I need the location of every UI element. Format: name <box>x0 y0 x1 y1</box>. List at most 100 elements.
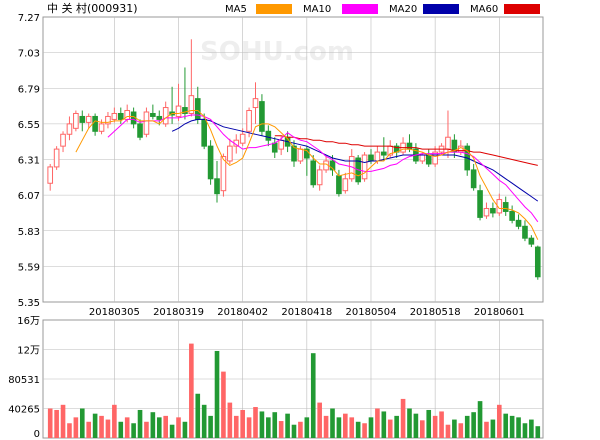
volume-bar <box>317 402 322 438</box>
volume-bar <box>253 407 258 438</box>
volume-bar <box>201 404 207 438</box>
volume-bar <box>67 423 72 438</box>
legend-swatch-ma10 <box>342 4 378 14</box>
volume-bar <box>426 409 432 438</box>
volume-tick-label: 40265 <box>8 405 40 416</box>
legend-label-ma20: MA20 <box>389 4 417 15</box>
volume-bar <box>118 421 124 438</box>
date-axis: 20180305 20180319 20180402 20180418 2018… <box>89 307 525 318</box>
date-tick-label: 20180518 <box>410 307 461 318</box>
legend-label-ma5: MA5 <box>225 4 247 15</box>
candle-body <box>425 154 432 165</box>
volume-bar <box>343 413 348 438</box>
volume-bar <box>310 353 316 438</box>
volume-bar <box>529 419 534 438</box>
volume-bar <box>60 404 66 438</box>
candle-body <box>374 151 381 162</box>
ma20-line <box>171 118 539 202</box>
candle-body <box>162 107 169 125</box>
legend: MA5 MA10 MA20 MA60 <box>225 4 540 15</box>
price-tick-label: 6.55 <box>18 120 40 131</box>
candle-body <box>53 148 60 168</box>
volume-bar <box>137 409 143 438</box>
volume-bar <box>169 424 175 438</box>
candle-body <box>316 169 323 186</box>
moving-average-lines <box>75 110 539 240</box>
volume-bar <box>496 404 502 438</box>
volume-bar <box>233 415 239 438</box>
candle-body <box>381 151 387 156</box>
candle-body <box>445 136 451 150</box>
volume-bar <box>503 413 509 438</box>
candle-body <box>220 156 227 192</box>
candle-body <box>342 178 349 192</box>
volume-bar <box>227 402 233 438</box>
candle-body <box>182 107 188 114</box>
candle-body <box>239 133 246 144</box>
candle-body <box>470 169 477 189</box>
candle-body <box>477 190 483 218</box>
date-tick-label: 20180305 <box>89 307 140 318</box>
legend-label-ma60: MA60 <box>470 4 498 15</box>
date-tick-label: 20180319 <box>153 307 204 318</box>
date-tick-label: 20180601 <box>474 307 525 318</box>
volume-bar <box>420 420 425 438</box>
stock-title: 中 关 村(000931) <box>47 1 138 15</box>
volume-bar <box>445 424 451 438</box>
candle-body <box>265 130 272 141</box>
volume-bar <box>349 417 355 438</box>
volume-bar <box>432 415 438 438</box>
candle-body <box>73 112 79 129</box>
candle-body <box>117 112 124 120</box>
volume-bar <box>458 423 464 438</box>
candle-body <box>143 111 150 135</box>
volume-tick-label: 16万 <box>17 316 40 327</box>
watermark: SOHU.com <box>200 37 354 67</box>
volume-bar <box>535 426 541 438</box>
volume-bar <box>285 413 290 438</box>
candle-body <box>150 112 156 117</box>
volume-bar <box>79 408 85 438</box>
candle-body <box>252 98 259 109</box>
candle-body <box>502 202 509 212</box>
candle-body <box>509 210 515 221</box>
price-tick-label: 5.83 <box>18 227 40 238</box>
volume-bar <box>176 417 181 438</box>
legend-swatch-ma5 <box>256 4 292 14</box>
candle-body <box>297 148 304 162</box>
date-tick-label: 20180402 <box>217 307 268 318</box>
volume-bar <box>259 411 265 438</box>
candle-body <box>60 133 66 147</box>
price-tick-label: 5.59 <box>18 262 40 273</box>
volume-bar <box>54 409 59 438</box>
volume-bar <box>246 417 252 438</box>
candle-body <box>92 115 98 132</box>
candle-body <box>214 178 220 195</box>
candlestick-series <box>47 39 541 280</box>
candle-body <box>457 145 464 153</box>
legend-swatch-ma60 <box>504 4 540 14</box>
volume-bar <box>484 421 489 438</box>
volume-bars <box>47 343 541 438</box>
price-tick-label: 6.07 <box>18 191 40 202</box>
candle-body <box>361 154 368 180</box>
volume-bar <box>278 421 284 438</box>
candle-body <box>368 154 374 162</box>
volume-tick-label: 12万 <box>17 346 40 357</box>
candle-body <box>515 219 522 227</box>
volume-bar <box>189 343 194 438</box>
volume-bar <box>86 421 92 438</box>
grid <box>43 17 543 438</box>
price-tick-label: 6.79 <box>18 84 40 95</box>
candle-body <box>188 95 195 114</box>
volume-bar <box>272 412 278 438</box>
volume-bar <box>47 408 53 438</box>
volume-bar <box>471 412 476 438</box>
volume-bar <box>99 415 104 438</box>
volume-bar <box>266 417 271 438</box>
candle-body <box>490 207 496 214</box>
price-tick-label: 6.31 <box>18 156 40 167</box>
candle-body <box>496 199 503 214</box>
volume-bar <box>323 415 329 438</box>
